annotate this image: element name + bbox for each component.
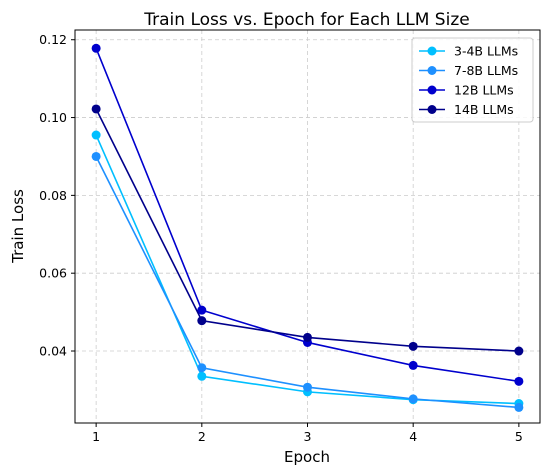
chart-title: Train Loss vs. Epoch for Each LLM Size	[143, 10, 469, 30]
series-2	[91, 151, 524, 412]
legend-item: 7-8B LLMs	[419, 63, 518, 78]
data-point	[514, 346, 524, 356]
series-lines	[91, 43, 524, 412]
legend-item: 3-4B LLMs	[419, 44, 518, 59]
x-axis-label: Epoch	[284, 448, 330, 466]
y-tick-label: 0.10	[39, 110, 67, 125]
y-axis-label: Train Loss	[9, 189, 27, 264]
data-point	[303, 332, 312, 342]
x-tick-label: 5	[515, 429, 523, 444]
legend-box	[411, 37, 534, 123]
x-tick-label: 1	[92, 429, 100, 444]
series-3	[91, 43, 524, 386]
data-point	[197, 305, 207, 315]
legend-label: 14B LLMs	[454, 102, 514, 117]
data-point	[197, 371, 207, 381]
y-tick-label: 0.04	[39, 344, 67, 359]
legend-marker	[427, 46, 437, 56]
y-tick-label: 0.06	[39, 266, 67, 281]
data-point	[197, 316, 207, 326]
x-tick-label: 2	[198, 429, 206, 444]
y-tick-label: 0.12	[39, 32, 67, 47]
data-point	[408, 341, 418, 351]
legend: 3-4B LLMs 7-8B LLMs 12B LLMs 14B LLMs	[411, 37, 534, 123]
data-point	[408, 394, 418, 404]
data-point	[514, 402, 524, 412]
data-point	[91, 43, 101, 53]
data-point	[197, 363, 207, 373]
legend-item: 14B LLMs	[419, 102, 514, 117]
legend-marker	[427, 105, 437, 114]
series-4	[91, 104, 524, 356]
x-tick-label: 4	[409, 429, 417, 444]
axis-ticks: 1 2 3 4 5 0.04 0.06 0.08 0.10 0.12	[39, 32, 523, 444]
data-point	[91, 130, 101, 140]
legend-marker	[427, 85, 437, 95]
legend-item: 12B LLMs	[419, 83, 514, 98]
data-point	[514, 376, 524, 386]
legend-label: 12B LLMs	[454, 83, 514, 98]
legend-marker	[427, 66, 437, 75]
data-point	[408, 360, 418, 370]
data-point	[303, 382, 312, 392]
legend-label: 3-4B LLMs	[454, 44, 518, 59]
legend-label: 7-8B LLMs	[454, 63, 518, 78]
data-point	[91, 104, 101, 114]
data-point	[91, 151, 101, 161]
y-tick-label: 0.08	[39, 188, 67, 203]
x-tick-label: 3	[304, 429, 312, 444]
